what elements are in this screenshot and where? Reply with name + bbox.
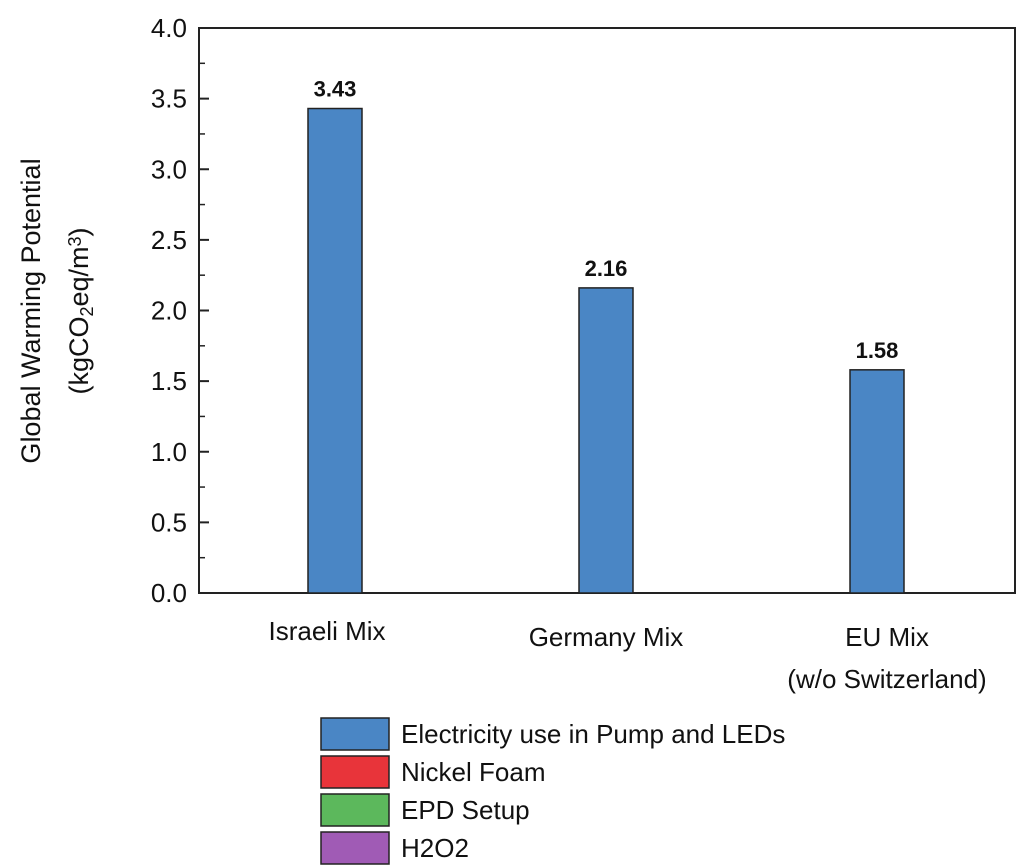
y-tick-label: 0.0	[151, 578, 187, 608]
x-category-label: EU Mix	[845, 622, 929, 652]
bar	[849, 369, 905, 594]
legend-label: EPD Setup	[401, 795, 530, 825]
y-tick-label: 2.0	[151, 296, 187, 326]
data-label: 3.43	[314, 77, 357, 102]
legend-label: H2O2	[401, 833, 469, 863]
legend-label: Electricity use in Pump and LEDs	[401, 719, 785, 749]
x-category-label: Germany Mix	[529, 622, 684, 652]
y-tick-label: 1.0	[151, 437, 187, 467]
y-tick-label: 0.5	[151, 507, 187, 537]
y-tick-label: 3.0	[151, 154, 187, 184]
data-label: 2.16	[585, 256, 628, 281]
x-axis-labels: Israeli Mix Germany Mix EU Mix (w/o Switzer…	[268, 616, 986, 694]
y-tick-label: 3.5	[151, 84, 187, 114]
bar	[307, 107, 363, 594]
legend-swatch	[320, 831, 390, 865]
y-axis-title: Global Warming Potential (kgCO2eq/m3)	[16, 158, 97, 463]
y-axis-title-line2: (kgCO2eq/m3)	[64, 227, 97, 394]
bar	[578, 287, 634, 594]
bars: 3.43 2.16 1.58	[307, 77, 905, 594]
y-tick-label: 1.5	[151, 366, 187, 396]
y-tick-label: 2.5	[151, 225, 187, 255]
data-label: 1.58	[856, 338, 899, 363]
y-axis-title-line1: Global Warming Potential	[16, 158, 46, 463]
legend-label: Nickel Foam	[401, 757, 545, 787]
legend-swatch	[320, 793, 390, 827]
x-category-label: Israeli Mix	[268, 616, 385, 646]
y-tick-label: 4.0	[151, 13, 187, 43]
legend-swatch	[320, 755, 390, 789]
y-axis-ticks: 0.0 0.5 1.0 1.5 2.0 2.5 3.0 3.5 4.0	[151, 13, 209, 608]
legend-swatch	[320, 717, 390, 751]
x-category-label-line2: (w/o Switzerland)	[787, 664, 986, 694]
legend: Electricity use in Pump and LEDs Nickel F…	[320, 717, 785, 865]
